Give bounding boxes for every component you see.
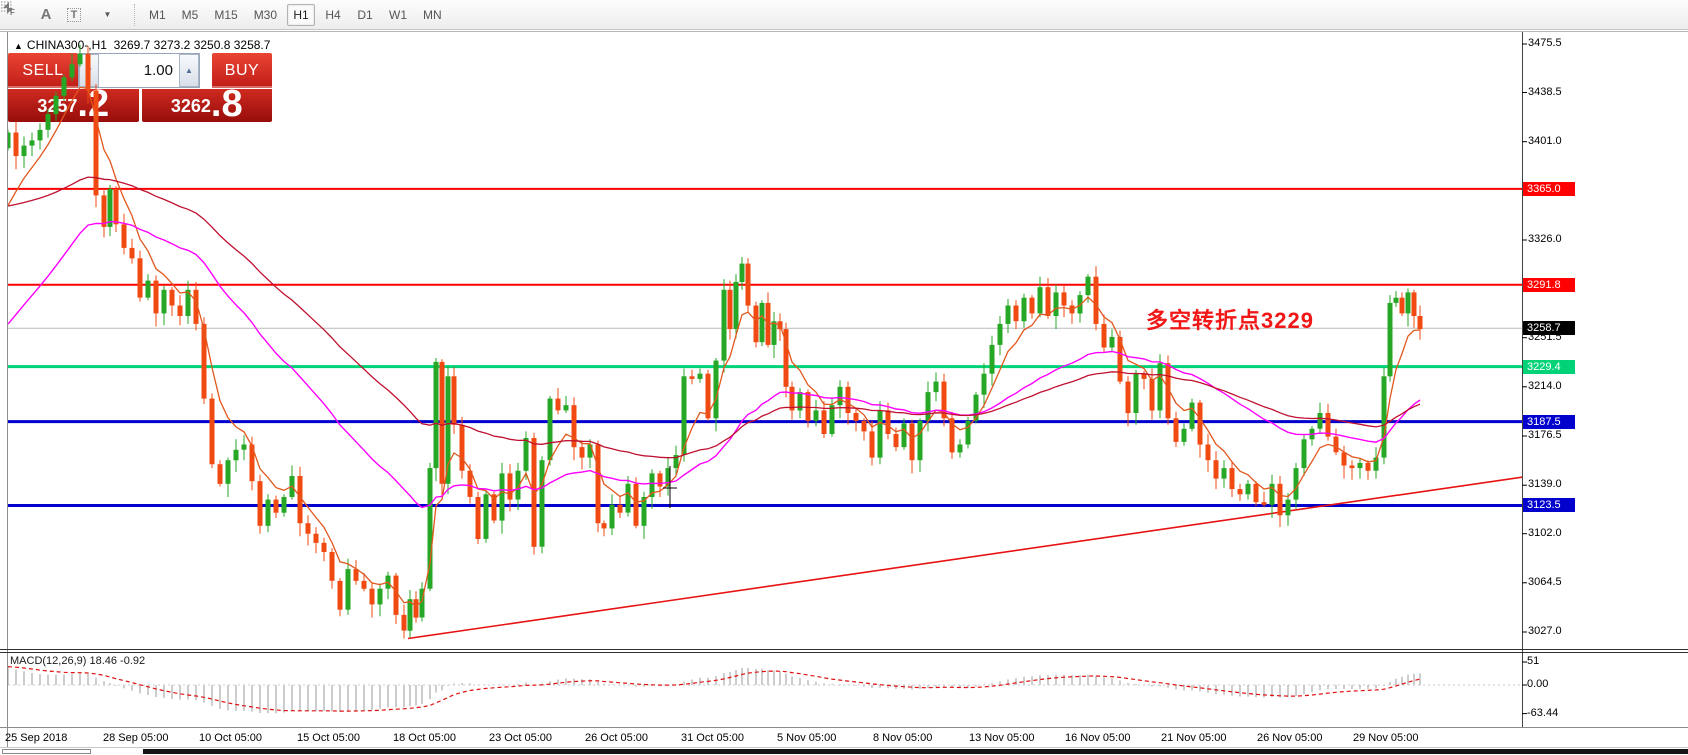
timeframe-button-m1[interactable]: M1 — [149, 7, 166, 22]
symbol-quote-line: ▲ CHINA300-,H1 3269.7 3273.2 3250.8 3258.… — [14, 38, 270, 52]
timeframe-button-w1[interactable]: W1 — [389, 7, 408, 22]
sell-button[interactable]: SELL — [8, 53, 78, 88]
quote-text: CHINA300-,H1 3269.7 3273.2 3250.8 3258.7 — [26, 38, 271, 52]
svg-text:F: F — [10, 8, 15, 16]
chart-window: ▲ CHINA300-,H1 3269.7 3273.2 3250.8 3258.… — [0, 31, 1688, 755]
buy-price-main: 3262 — [170, 96, 211, 116]
bottom-scrollbar-thumb[interactable] — [2, 749, 91, 754]
macd-indicator-label: MACD(12,26,9) 18.46 -0.92 — [10, 655, 146, 667]
collapse-arrow-icon[interactable]: ▲ — [14, 41, 23, 51]
timeframe-button-m30[interactable]: M30 — [253, 7, 278, 22]
timeframe-button-d1[interactable]: D1 — [357, 7, 373, 22]
chevron-down-icon: ▼ — [103, 10, 112, 19]
timeframe-button-h4[interactable]: H4 — [325, 7, 341, 22]
text-tool-icon[interactable]: T — [62, 4, 86, 26]
sell-price-frac: .2 — [77, 83, 110, 125]
volume-input[interactable] — [99, 54, 179, 87]
timeframe-button-h1[interactable]: H1 — [287, 3, 316, 26]
timeframe-button-m5[interactable]: M5 — [181, 7, 199, 22]
label-a-icon[interactable]: A — [40, 6, 52, 23]
timeframe-button-mn[interactable]: MN — [423, 7, 442, 22]
buy-price-frac: .8 — [210, 83, 243, 125]
bottom-strip — [0, 748, 1688, 755]
timeframe-buttons: M1 M5 M15 M30 H1 H4 D1 W1 MN — [143, 3, 448, 26]
timeframe-button-m15[interactable]: M15 — [214, 7, 238, 22]
toolbar: F A T ▼ M1 M5 M15 M30 H1 H4 D1 W1 MN — [0, 0, 1688, 30]
buy-button[interactable]: BUY — [212, 53, 272, 88]
volume-increase-button[interactable]: ▲ — [179, 54, 199, 87]
toolbar-separator — [134, 3, 135, 26]
bottom-black-bar — [143, 749, 1688, 754]
buy-price[interactable]: 3262.8 — [141, 83, 272, 125]
objects-cycle-icon[interactable]: ▼ — [3, 2, 124, 26]
annotation-note: 多空转折点3229 — [1146, 308, 1314, 333]
sell-price[interactable]: 3257.2 — [8, 83, 139, 125]
